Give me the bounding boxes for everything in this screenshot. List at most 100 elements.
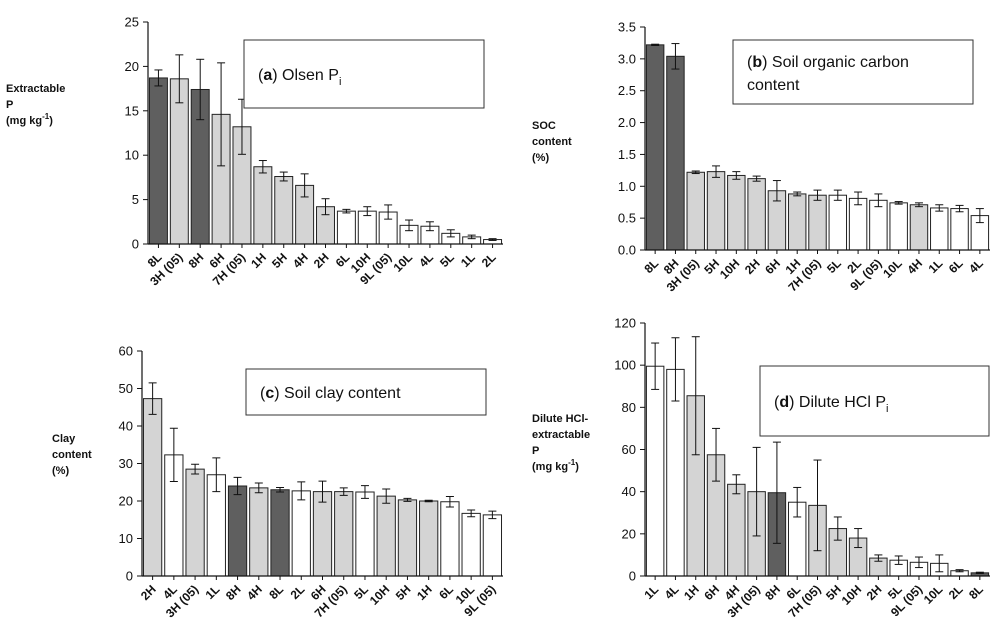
x-category-label: 6L	[436, 582, 456, 602]
y-axis-label-line: content	[532, 136, 572, 148]
chart-title-letter: c	[265, 385, 274, 402]
y-axis-label-superscript: -1	[42, 112, 50, 121]
bar-a-0	[148, 77, 168, 245]
y-tick-label: 60	[622, 442, 636, 457]
bar-c-5	[249, 487, 269, 577]
y-tick-label: 40	[622, 484, 636, 499]
y-tick-label: 2.5	[618, 83, 636, 98]
bar-c-7	[291, 490, 311, 577]
y-tick-label: 20	[119, 494, 133, 509]
x-category-label: 8L	[641, 256, 661, 276]
x-category-label: 4L	[966, 256, 986, 276]
chart-title-letter: d	[779, 394, 789, 411]
bar-c-13	[419, 500, 439, 577]
chart-title-letter: a	[263, 67, 272, 84]
y-axis-label-close: )	[575, 461, 579, 473]
bar-c-4	[227, 485, 248, 577]
x-category-label: 5L	[824, 256, 844, 276]
bar-b-1	[666, 55, 685, 251]
y-tick-label: 0	[629, 569, 636, 584]
y-tick-label: 30	[119, 456, 133, 471]
y-tick-label: 25	[125, 15, 139, 30]
y-tick-label: 2.0	[618, 115, 636, 130]
x-category-label: 2H	[864, 582, 885, 603]
bar-c-16	[482, 514, 503, 577]
y-axis-label-line: content	[52, 449, 92, 461]
y-tick-label: 120	[614, 316, 636, 331]
bar-b-11	[869, 199, 888, 251]
bar-d-0	[645, 365, 665, 577]
bar-b-8	[808, 194, 827, 251]
x-category-label: 4H	[244, 582, 265, 603]
bar-c-9	[334, 491, 354, 577]
bar-b-2	[686, 171, 705, 251]
x-category-label: 6L	[946, 256, 966, 276]
y-tick-label: 3.5	[618, 20, 636, 35]
bar-b-4	[727, 174, 746, 251]
x-category-label: 4H	[904, 256, 925, 277]
bar-b-15	[950, 208, 969, 251]
x-category-label: 10L	[391, 250, 416, 275]
y-tick-label: 0.0	[618, 243, 636, 258]
bar-c-12	[397, 499, 418, 577]
x-category-label: 2L	[288, 582, 308, 602]
y-tick-label: 1.0	[618, 179, 636, 194]
bar-d-4	[727, 483, 746, 577]
y-axis-label-line: P	[6, 99, 13, 111]
x-category-label: 2H	[138, 582, 159, 603]
x-category-label: 1L	[458, 250, 478, 270]
y-axis-label-line: (%)	[532, 152, 549, 164]
bar-b-9	[828, 194, 848, 251]
chart-title-subscript: i	[886, 403, 888, 415]
bar-c-15	[461, 512, 481, 577]
chart-title-text: Dilute HCl P	[799, 394, 886, 411]
x-category-label: 4L	[416, 250, 436, 270]
y-tick-label: 10	[119, 531, 133, 546]
chart-title: (a) Olsen Pi	[258, 67, 341, 88]
y-tick-label: 20	[622, 526, 636, 541]
bar-b-14	[930, 207, 949, 251]
bar-a-5	[253, 166, 273, 245]
y-axis-label-line: Clay	[52, 433, 76, 445]
x-category-label: 8L	[266, 582, 286, 602]
x-category-label: 10H	[367, 582, 392, 607]
y-tick-label: 10	[125, 148, 139, 163]
title-box	[759, 365, 990, 437]
x-category-label: 6H	[701, 582, 722, 603]
x-category-label: 1L	[926, 256, 946, 276]
y-tick-label: 40	[119, 419, 133, 434]
x-category-label: 10L	[880, 256, 905, 281]
bar-c-2	[185, 468, 205, 577]
bar-b-7	[787, 193, 807, 251]
y-axis-label-line: SOC	[532, 120, 556, 132]
y-axis-label-line: Extractable	[6, 83, 65, 95]
chart-title-subscript: i	[339, 76, 341, 88]
bar-c-14	[440, 501, 460, 577]
x-category-label: 1H	[248, 250, 269, 271]
y-tick-label: 100	[614, 358, 636, 373]
bar-c-11	[376, 495, 396, 577]
x-category-label: 1H	[681, 582, 702, 603]
chart-title: (d) Dilute HCl Pi	[774, 394, 888, 415]
bar-c-8	[312, 491, 333, 577]
x-category-label: 5H	[269, 250, 290, 271]
bar-a-1	[169, 78, 189, 245]
x-category-label: 2L	[946, 582, 966, 602]
bar-a-9	[336, 210, 356, 245]
chart-title-text: Olsen P	[282, 67, 339, 84]
y-axis-label-line: extractable	[532, 429, 590, 441]
x-category-label: 8H	[762, 582, 783, 603]
y-tick-label: 20	[125, 59, 139, 74]
title-box	[732, 39, 974, 105]
bar-b-0	[645, 44, 665, 251]
y-axis-label-line: P	[532, 445, 539, 457]
x-category-label: 10H	[839, 582, 864, 607]
y-tick-label: 0.5	[618, 211, 636, 226]
x-category-label: 2L	[479, 250, 499, 270]
y-tick-label: 3.0	[618, 51, 636, 66]
chart-title-line2: content	[747, 77, 800, 94]
x-category-label: 5H	[393, 582, 414, 603]
